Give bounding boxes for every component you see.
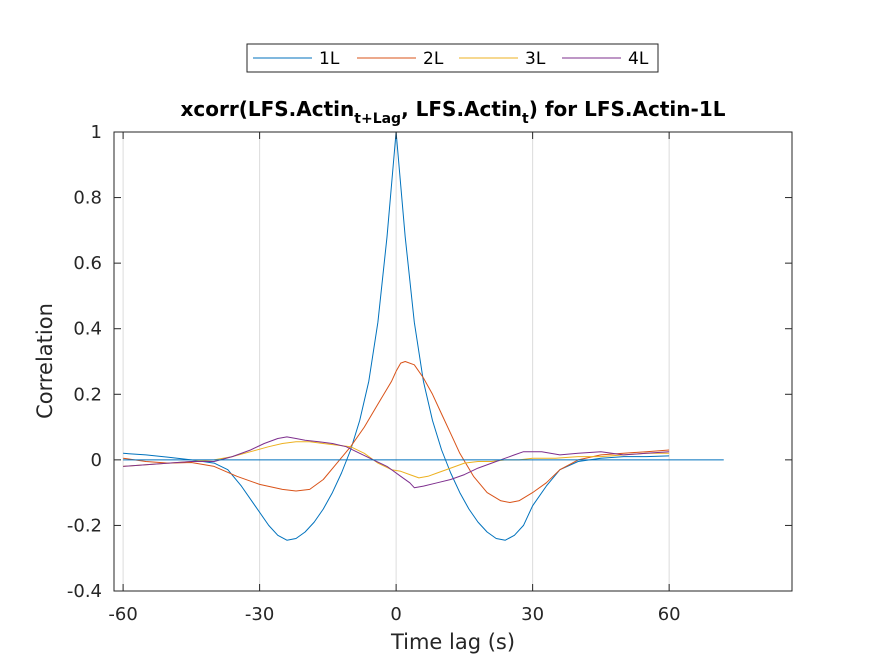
grid-layer: [122, 132, 670, 591]
series-line-4L: [123, 436, 670, 489]
y-tick-label: 1: [91, 122, 102, 143]
plot-background: [114, 132, 792, 591]
x-axis-label: Time lag (s): [390, 630, 515, 654]
legend-item-2L: 2L: [357, 49, 444, 69]
series-line-3L: [123, 441, 670, 479]
y-tick-label: 0.8: [73, 188, 102, 209]
chart-title: xcorr(LFS.Actint+Lag, LFS.Actint) for LF…: [181, 97, 726, 127]
y-axis-label: Correlation: [33, 303, 57, 419]
tick-layer: -60 -30 0 30 60 -0.4 -0.2 0 0.2 0.4 0.6 0.8 1: [67, 122, 792, 625]
legend: 1L 2L 3L 4L: [246, 43, 659, 73]
plot-frame: [113, 131, 793, 592]
y-tick-label: -0.2: [67, 515, 102, 536]
legend-label: 3L: [525, 49, 546, 69]
legend-label: 1L: [319, 49, 340, 69]
legend-item-1L: 1L: [253, 49, 340, 69]
x-tick-label: 0: [390, 604, 401, 625]
y-tick-label: 0.6: [73, 253, 102, 274]
series-line-2L: [123, 361, 670, 503]
y-tick-label: 0.2: [73, 384, 102, 405]
legend-label: 2L: [423, 49, 444, 69]
legend-label: 4L: [628, 49, 649, 69]
legend-items: 1L 2L 3L 4L: [253, 49, 649, 69]
legend-item-3L: 3L: [459, 49, 546, 69]
x-tick-label: 60: [658, 604, 681, 625]
x-tick-label: 30: [521, 604, 544, 625]
y-tick-label: -0.4: [67, 581, 102, 602]
y-tick-label: 0: [91, 450, 102, 471]
legend-item-4L: 4L: [562, 49, 649, 69]
x-tick-label: -60: [108, 604, 137, 625]
y-tick-label: 0.4: [73, 319, 102, 340]
x-tick-label: -30: [245, 604, 274, 625]
